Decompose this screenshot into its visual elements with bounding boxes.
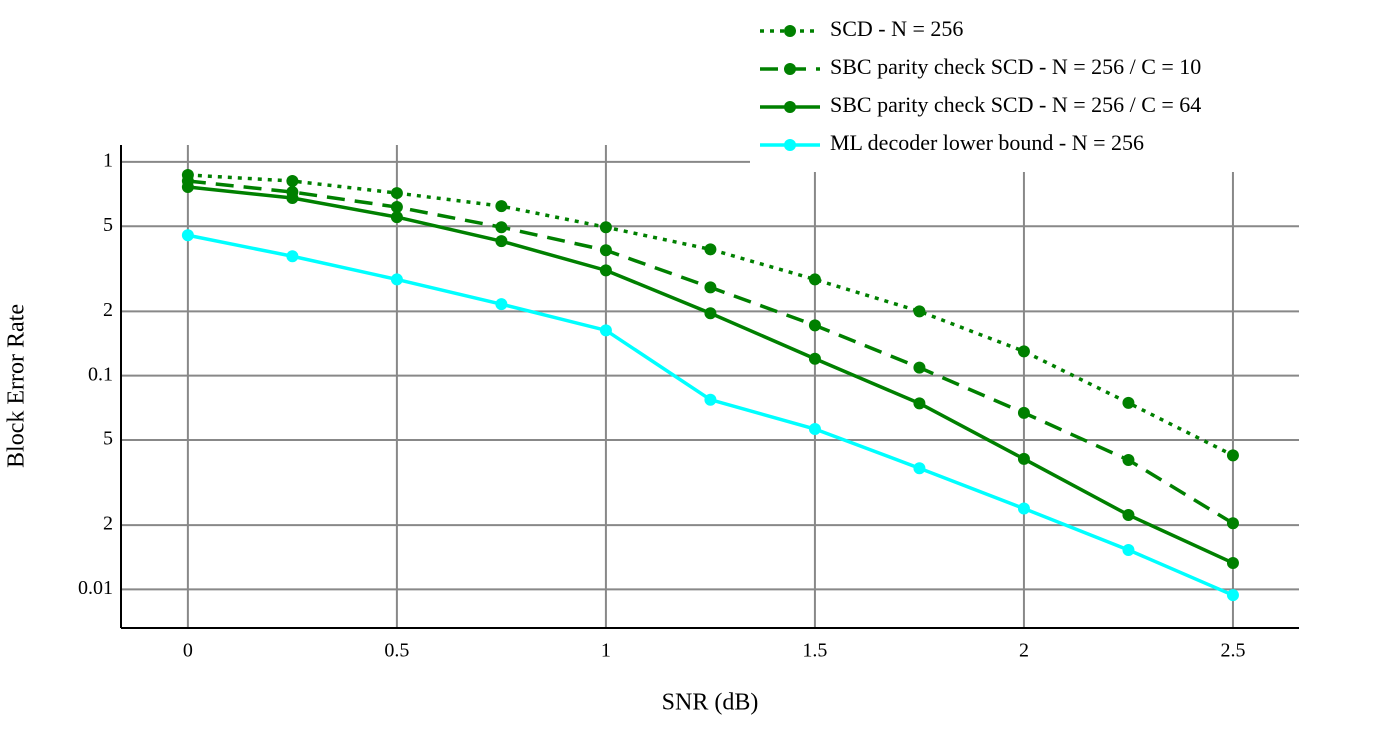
data-point xyxy=(495,200,508,213)
data-point xyxy=(1017,406,1030,419)
data-point xyxy=(913,305,926,318)
y-tick-label: 5 xyxy=(103,214,113,236)
data-point xyxy=(704,281,717,294)
data-point xyxy=(704,307,717,320)
data-point xyxy=(286,191,299,204)
data-point xyxy=(495,235,508,248)
legend-marker xyxy=(784,63,796,75)
data-point xyxy=(1122,396,1135,409)
y-tick-label: 0.01 xyxy=(78,577,113,599)
x-tick-label: 0 xyxy=(183,640,193,662)
y-axis-label: Block Error Rate xyxy=(4,304,30,468)
y-tick-label: 0.1 xyxy=(88,363,113,385)
y-tick-label: 2 xyxy=(103,299,113,321)
data-point xyxy=(704,243,717,256)
data-point xyxy=(913,397,926,410)
y-tick-label: 2 xyxy=(103,513,113,535)
legend-marker xyxy=(784,101,796,113)
y-tick-label: 1 xyxy=(103,150,113,172)
data-point xyxy=(390,201,403,214)
legend-box xyxy=(750,12,1300,172)
data-point xyxy=(495,221,508,234)
x-tick-label: 1 xyxy=(601,640,611,662)
data-point xyxy=(599,244,612,257)
data-point xyxy=(808,273,821,286)
legend-label: SBC parity check SCD - N = 256 / C = 64 xyxy=(830,92,1201,117)
data-point xyxy=(495,298,508,311)
data-point xyxy=(286,175,299,188)
x-tick-label: 2 xyxy=(1019,640,1029,662)
data-point xyxy=(1226,556,1239,569)
data-point xyxy=(599,221,612,234)
data-point xyxy=(1226,517,1239,530)
legend-marker xyxy=(784,25,796,37)
data-point xyxy=(181,181,194,194)
legend-label: SCD - N = 256 xyxy=(830,16,963,41)
data-point xyxy=(913,361,926,374)
data-point xyxy=(390,187,403,200)
data-point xyxy=(286,250,299,263)
x-axis-label: SNR (dB) xyxy=(662,690,759,716)
series-line xyxy=(187,179,1234,525)
x-tick-label: 2.5 xyxy=(1220,640,1245,662)
data-point xyxy=(181,229,194,242)
data-point xyxy=(1226,449,1239,462)
legend-marker xyxy=(784,139,796,151)
data-point xyxy=(1122,454,1135,467)
data-point xyxy=(390,211,403,224)
data-point xyxy=(913,462,926,475)
data-point xyxy=(808,319,821,332)
data-point xyxy=(1017,502,1030,515)
x-tick-label: 1.5 xyxy=(802,640,827,662)
data-point xyxy=(599,264,612,277)
data-point xyxy=(808,423,821,436)
data-point xyxy=(1017,452,1030,465)
legend-label: SBC parity check SCD - N = 256 / C = 10 xyxy=(830,54,1201,79)
data-point xyxy=(1017,345,1030,358)
data-point xyxy=(808,352,821,365)
y-tick-label: 5 xyxy=(103,428,113,450)
data-point xyxy=(390,273,403,286)
x-tick-label: 0.5 xyxy=(384,640,409,662)
data-point xyxy=(1226,589,1239,602)
data-point xyxy=(599,324,612,337)
data-point xyxy=(1122,508,1135,521)
data-point xyxy=(1122,543,1135,556)
data-point xyxy=(704,393,717,406)
legend-label: ML decoder lower bound - N = 256 xyxy=(830,130,1144,155)
